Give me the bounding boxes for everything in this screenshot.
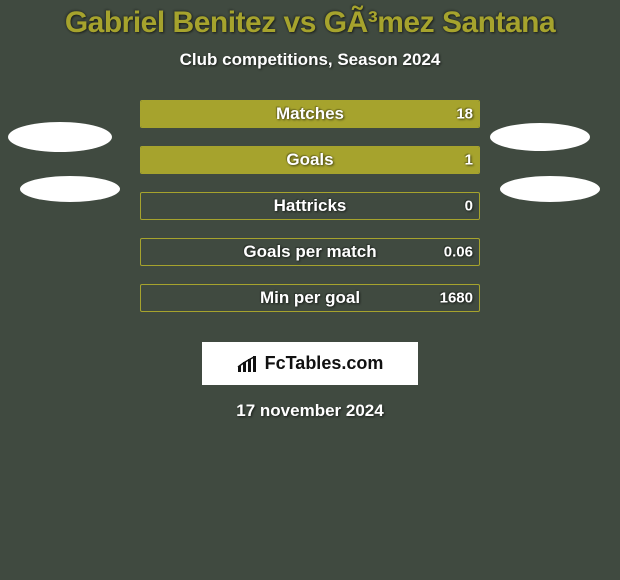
attribution-text: FcTables.com [265,353,384,374]
right-player-avatar [490,123,590,151]
left-player-avatar [8,122,112,152]
stat-label: Matches [276,104,344,124]
left-player-avatar [20,176,120,202]
page-title: Gabriel Benitez vs GÃ³mez Santana [0,0,620,40]
right-player-avatar [500,176,600,202]
stat-value-right: 0.06 [444,244,473,261]
stat-bar-track: Hattricks 0 [140,192,480,220]
stat-label: Min per goal [260,288,360,308]
stat-label: Goals [286,150,333,170]
stat-label: Hattricks [274,196,347,216]
stat-bar-track: Goals 1 [140,146,480,174]
stat-value-right: 0 [465,198,473,215]
stat-bar-track: Goals per match 0.06 [140,238,480,266]
stat-bar-track: Matches 18 [140,100,480,128]
stat-value-right: 1680 [440,290,473,307]
stat-value-right: 18 [456,106,473,123]
page-subtitle: Club competitions, Season 2024 [0,50,620,70]
stat-row: Min per goal 1680 [0,282,620,328]
footer-date: 17 november 2024 [0,401,620,421]
stat-bar-track: Min per goal 1680 [140,284,480,312]
stat-value-right: 1 [465,152,473,169]
attribution-badge: FcTables.com [202,342,418,385]
stat-row: Goals per match 0.06 [0,236,620,282]
stat-label: Goals per match [243,242,376,262]
comparison-card: Gabriel Benitez vs GÃ³mez Santana Club c… [0,0,620,580]
barchart-icon [237,355,259,373]
